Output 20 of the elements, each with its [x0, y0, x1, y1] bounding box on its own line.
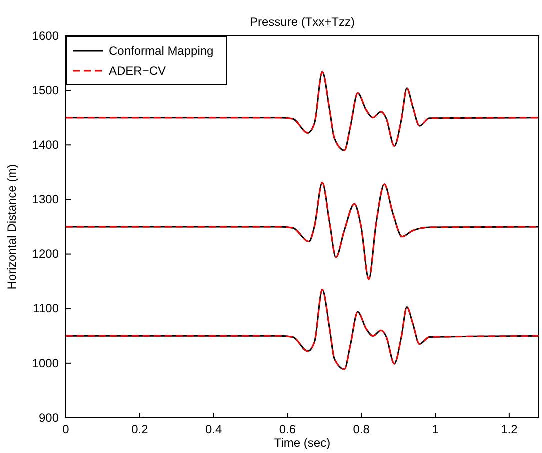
x-tick-label: 1 — [432, 422, 440, 437]
x-tick-label: 0.2 — [132, 422, 149, 437]
x-tick-label: 0.6 — [279, 422, 296, 437]
x-tick-label: 1.2 — [501, 422, 518, 437]
legend-label: ADER−CV — [109, 64, 166, 78]
y-tick-label: 900 — [38, 410, 60, 425]
y-tick-label: 1400 — [32, 138, 60, 152]
x-tick-label: 0 — [62, 422, 70, 437]
x-axis-title: Time (sec) — [274, 436, 331, 450]
y-tick-label: 1000 — [32, 356, 60, 370]
x-tick-label: 0.4 — [205, 422, 222, 437]
chart-title: Pressure (Txx+Tzz) — [250, 15, 356, 29]
y-tick-label: 1100 — [33, 302, 60, 316]
y-tick-label: 1300 — [32, 192, 60, 207]
x-tick-label: 0.8 — [353, 422, 370, 437]
y-tick-label: 1200 — [32, 247, 60, 262]
y-tick-label: 1600 — [32, 28, 60, 43]
y-axis-title: Horizontal Distance (m) — [5, 164, 19, 290]
y-tick-label: 1500 — [32, 83, 60, 98]
legend-label: Conformal Mapping — [109, 44, 214, 58]
